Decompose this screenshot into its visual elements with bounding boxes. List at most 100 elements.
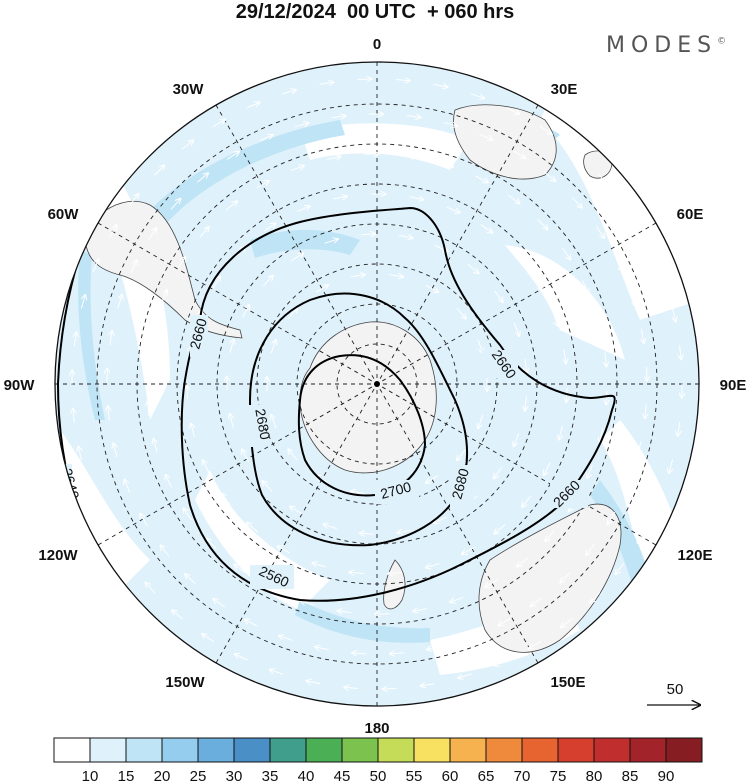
wind-vector bbox=[457, 448, 467, 460]
contour-label-2680-west: 2680 bbox=[252, 407, 273, 441]
wind-vector bbox=[282, 90, 295, 95]
wind-vector bbox=[129, 194, 138, 206]
wind-vector bbox=[388, 573, 402, 574]
wind-vector bbox=[389, 275, 403, 277]
colorbar-swatch bbox=[449, 737, 487, 763]
colorbar-swatch bbox=[485, 737, 523, 763]
wind-vector bbox=[409, 197, 424, 200]
wind-vector bbox=[161, 546, 170, 557]
wind-vector bbox=[464, 634, 477, 640]
wind-vector bbox=[191, 424, 195, 438]
wind-vector bbox=[203, 460, 210, 474]
wind-vector bbox=[256, 181, 269, 189]
wind-vector bbox=[494, 466, 503, 478]
wind-vector bbox=[494, 290, 503, 302]
lon-label-120e: 120E bbox=[677, 547, 712, 564]
wind-vector bbox=[114, 444, 118, 458]
wind-vector bbox=[475, 175, 488, 182]
wind-vector bbox=[383, 689, 397, 690]
lon-label-90w: 90W bbox=[4, 377, 36, 394]
wind-vector bbox=[570, 148, 582, 158]
colorbar-swatch bbox=[269, 737, 307, 763]
wind-vector bbox=[117, 295, 122, 309]
wind-vector bbox=[425, 284, 438, 292]
wind-vector bbox=[529, 640, 542, 648]
wind-vector bbox=[212, 119, 225, 128]
wind-vector bbox=[262, 276, 273, 287]
wind-vector bbox=[660, 271, 666, 284]
lon-label-120w: 120W bbox=[38, 547, 78, 564]
wind-vector bbox=[623, 204, 632, 216]
wind-vector bbox=[226, 152, 239, 160]
wind-vector bbox=[508, 194, 519, 203]
wind-vector bbox=[312, 563, 326, 568]
colorbar-swatch bbox=[665, 737, 703, 763]
wind-vector bbox=[89, 484, 94, 497]
wind-vector bbox=[290, 507, 303, 515]
wind-vector bbox=[390, 653, 404, 654]
wind-vector bbox=[315, 285, 328, 293]
wind-vector bbox=[74, 332, 76, 347]
wind-vector bbox=[562, 247, 571, 260]
wind-vector bbox=[148, 228, 157, 240]
colorbar-swatch bbox=[341, 737, 379, 763]
wind-vector bbox=[187, 385, 188, 400]
wind-vector bbox=[177, 257, 185, 269]
wind-vector bbox=[616, 562, 625, 574]
wind-vector bbox=[234, 565, 246, 574]
wind-vector bbox=[202, 634, 215, 643]
wind-vector bbox=[443, 121, 457, 126]
wind-vector bbox=[402, 155, 417, 157]
lon-label-60w: 60W bbox=[48, 206, 80, 223]
wind-vector bbox=[263, 223, 276, 232]
lon-label-30w: 30W bbox=[173, 81, 205, 98]
wind-vector bbox=[213, 599, 226, 608]
wind-vector bbox=[544, 171, 555, 181]
contour-labels: 2640 2660 2660 2660 2680 2680 2700 2560 bbox=[55, 315, 588, 590]
wind-vector bbox=[350, 275, 365, 277]
wind-vector bbox=[235, 654, 248, 661]
wind-vector bbox=[427, 646, 442, 649]
wind-vector bbox=[270, 340, 276, 354]
wind-vector bbox=[560, 572, 571, 583]
contour-2680 bbox=[248, 292, 469, 547]
wind-vector bbox=[262, 481, 273, 492]
wind-vector bbox=[439, 162, 453, 167]
brand-logo: MODES© bbox=[606, 33, 726, 58]
lon-label-0: 0 bbox=[373, 36, 381, 53]
colorbar-tick-label: 90 bbox=[658, 768, 675, 782]
wind-vector bbox=[645, 404, 646, 418]
contour-label-2680-east: 2680 bbox=[448, 466, 472, 500]
map-boundary bbox=[54, 61, 700, 707]
wind-vector bbox=[539, 125, 552, 134]
wind-vector bbox=[596, 315, 601, 330]
south-america bbox=[84, 200, 243, 339]
wind-vector bbox=[307, 681, 321, 684]
australia bbox=[478, 503, 622, 653]
wind-vector bbox=[247, 523, 258, 533]
colorbar-tick-label: 60 bbox=[442, 768, 459, 782]
wind-vector bbox=[147, 363, 148, 378]
wind-vector bbox=[107, 369, 108, 383]
wind-vector bbox=[525, 358, 527, 373]
wind-vector bbox=[582, 280, 589, 293]
colorbar-swatch bbox=[593, 737, 631, 763]
wind-vector bbox=[606, 390, 607, 405]
wind-vector bbox=[148, 401, 149, 416]
colorbar-tick-label: 25 bbox=[190, 768, 207, 782]
wind-vector bbox=[151, 326, 154, 340]
wind-vector bbox=[544, 462, 551, 476]
colorbar-tick-label: 80 bbox=[586, 768, 603, 782]
wind-vector bbox=[124, 480, 131, 493]
wind-vector bbox=[199, 227, 209, 238]
wind-vector bbox=[110, 331, 112, 346]
colorbar-swatch bbox=[413, 737, 451, 763]
colorbar-swatch bbox=[557, 737, 595, 763]
wind-vector bbox=[290, 166, 304, 172]
colorbar-tick-label: 70 bbox=[514, 768, 531, 782]
wind-vector bbox=[595, 226, 604, 238]
wind-vector bbox=[207, 539, 217, 550]
wind-vector bbox=[315, 647, 329, 650]
wind-vector bbox=[197, 173, 208, 183]
wind-vector bbox=[140, 514, 148, 527]
